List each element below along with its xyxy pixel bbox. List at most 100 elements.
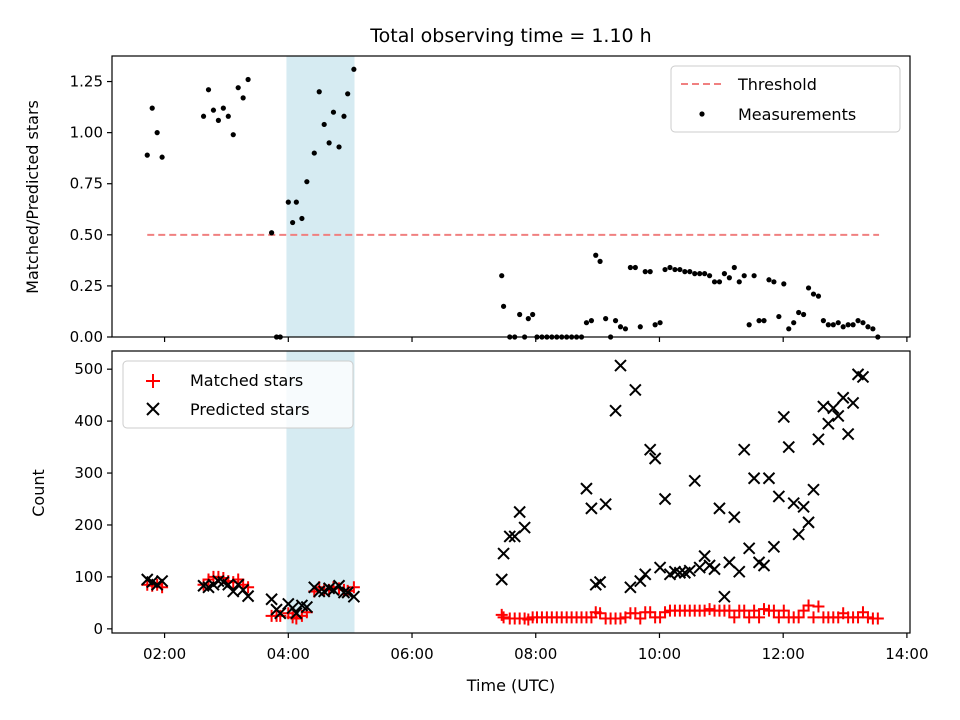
measurement-point — [711, 279, 718, 285]
predicted-star-point — [713, 502, 726, 515]
measurement-point — [761, 318, 767, 324]
measurement-point — [240, 95, 246, 101]
measurement-point — [517, 311, 523, 318]
measurement-point — [815, 293, 822, 299]
predicted-star-point — [648, 452, 662, 465]
predicted-star-point — [337, 586, 351, 599]
measurement-point — [825, 322, 831, 328]
predicted-star-point — [812, 433, 825, 446]
measurement-point — [647, 269, 653, 275]
top-panel: 0.00 0.25 0.50 0.75 1.00 1.25 Matched/Predict… — [23, 55, 911, 346]
measurement-point — [210, 107, 217, 113]
measurement-point — [215, 117, 221, 123]
predicted-star-point — [856, 370, 870, 384]
predicted-star-point — [286, 601, 299, 615]
legend-matched-label: Matched stars — [190, 371, 303, 390]
measurement-point — [500, 303, 507, 309]
measurement-point — [230, 132, 236, 138]
measurement-point — [627, 264, 633, 271]
measurement-point — [285, 199, 291, 205]
predicted-star-point — [658, 492, 672, 506]
measurement-point — [311, 150, 317, 156]
predicted-star-point — [639, 568, 652, 581]
chart-title: Total observing time = 1.10 h — [369, 25, 651, 47]
legend-measurements-swatch — [699, 111, 705, 117]
x-tick-label: 02:00 — [143, 645, 186, 663]
legend-threshold-label: Threshold — [737, 75, 817, 94]
matched-star-point — [156, 581, 169, 594]
matched-star-point — [753, 611, 766, 624]
measurement-point — [791, 320, 797, 326]
x-tick-label: 10:00 — [638, 645, 681, 663]
measurement-point — [299, 215, 305, 222]
predicted-star-point — [222, 578, 235, 591]
predicted-star-point — [673, 566, 687, 579]
predicted-star-point — [802, 516, 815, 529]
measurement-point — [716, 279, 723, 285]
predicted-star-point — [629, 383, 642, 397]
measurement-point — [697, 271, 703, 277]
measurement-point — [225, 113, 231, 119]
predicted-star-point — [155, 574, 169, 588]
measurement-point — [801, 311, 807, 318]
matched-star-point — [495, 608, 508, 621]
predicted-star-point — [503, 530, 516, 543]
predicted-star-point — [634, 574, 647, 588]
measurement-point — [593, 252, 599, 258]
bottom-y-tick-label: 400 — [74, 412, 103, 430]
predicted-star-point — [241, 589, 255, 603]
measurement-point — [341, 113, 347, 119]
measurement-point — [632, 264, 638, 271]
matched-star-point — [812, 600, 825, 613]
matched-star-point — [242, 581, 255, 594]
measurement-point — [657, 320, 663, 326]
top-shaded-span — [286, 56, 355, 337]
predicted-star-point — [836, 391, 850, 404]
x-axis-label: Time (UTC) — [466, 676, 555, 695]
predicted-star-point — [599, 497, 612, 511]
predicted-star-point — [767, 540, 781, 553]
measurement-point — [721, 271, 728, 277]
matched-star-point — [792, 611, 805, 624]
measurement-point — [220, 105, 226, 111]
measurement-point — [820, 318, 826, 324]
bottom-y-tick-label: 300 — [74, 464, 103, 482]
measurement-point — [662, 266, 668, 273]
predicted-star-point — [782, 440, 795, 454]
top-axes-frame — [111, 55, 911, 338]
measurement-point — [702, 271, 708, 277]
top-y-tick-label: 0.50 — [70, 226, 103, 244]
measurement-point — [530, 311, 536, 318]
measurement-point — [726, 275, 732, 281]
predicted-star-point — [827, 401, 840, 415]
bottom-y-tick-label: 200 — [74, 516, 103, 534]
x-tick-label: 04:00 — [267, 645, 310, 663]
measurement-point — [293, 199, 299, 205]
bottom-y-axis-label: Count — [29, 469, 48, 517]
measurement-point — [746, 322, 752, 328]
measurement-point — [205, 87, 212, 93]
predicted-star-point — [832, 409, 845, 423]
measurement-point — [731, 264, 737, 271]
legend-measurements-label: Measurements — [738, 105, 856, 124]
measurement-point — [304, 179, 310, 185]
top-y-tick-label: 1.25 — [70, 73, 103, 91]
measurement-point — [776, 313, 782, 320]
measurement-point — [766, 277, 772, 283]
predicted-star-point — [708, 562, 721, 576]
measurement-point — [682, 269, 688, 275]
predicted-star-point — [757, 559, 771, 572]
measurement-point — [159, 154, 165, 160]
predicted-star-point — [841, 427, 855, 441]
predicted-star-point — [822, 417, 835, 430]
measurement-point — [330, 109, 337, 115]
predicted-star-point — [643, 443, 657, 456]
measurement-point — [321, 121, 327, 128]
measurement-point — [351, 66, 357, 72]
predicted-star-point — [313, 585, 326, 598]
measurement-point — [855, 318, 861, 324]
measurement-point — [751, 273, 757, 279]
matched-star-point — [802, 599, 815, 612]
measurement-point — [642, 269, 648, 275]
